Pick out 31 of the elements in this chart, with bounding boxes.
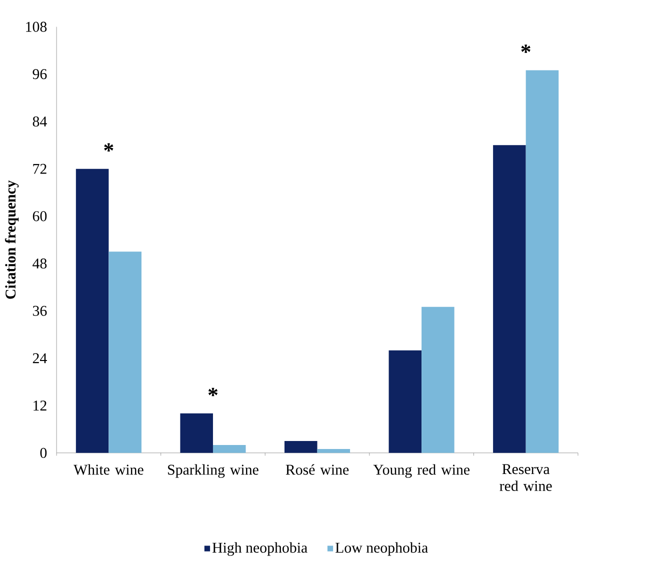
bar [76,168,109,453]
x-tick-label: Reserva red wine [500,464,552,491]
y-tick-label: 48 [32,258,47,268]
bar [108,252,142,453]
bar [493,145,526,453]
legend-label: Low neophobia [335,542,428,556]
y-tick-label: 36 [32,306,47,316]
y-tick-label: 12 [34,400,46,410]
y-tick-label: 60 [32,211,47,222]
bar [422,306,454,453]
y-tick-label: 24 [32,353,47,364]
annotation: * [208,388,218,396]
y-tick-label: 108 [26,22,47,32]
x-tick-label: White wine [74,464,144,475]
y-tick-label: 0 [40,448,47,458]
bar [388,350,422,453]
annotation: * [104,143,114,152]
y-axis-title: Citation frequency [4,180,19,299]
bar [317,448,350,453]
bar [526,70,559,453]
y-tick-label: 96 [32,69,47,80]
bar [284,440,318,453]
annotation: * [521,44,530,53]
x-tick-label: Young red wine [373,464,470,478]
x-tick-label: Rosé wine [286,464,349,475]
bar [212,444,246,453]
legend-label: High neophobia [212,542,308,556]
y-tick-label: 84 [32,116,47,126]
x-tick-label: Sparkling wine [168,464,258,478]
y-tick-label: 72 [33,164,46,174]
bar [180,413,213,453]
